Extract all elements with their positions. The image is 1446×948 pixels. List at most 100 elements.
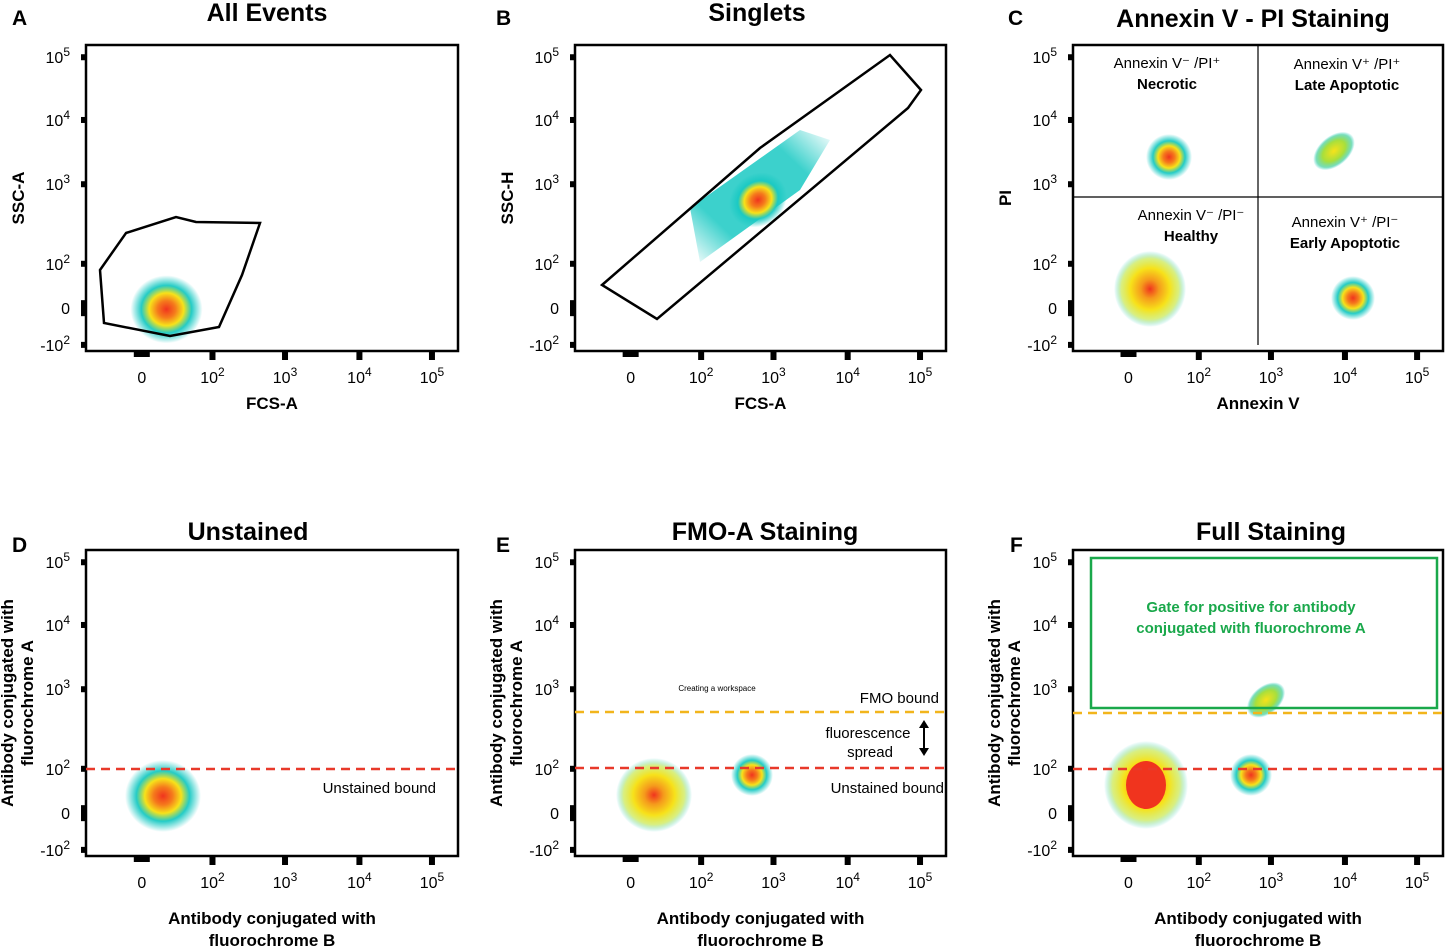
quadrant-label: Necrotic — [1137, 76, 1197, 93]
y-tick-label: 104 — [46, 108, 71, 130]
x-tick-mark — [844, 856, 851, 865]
y-tick-label: 105 — [535, 45, 560, 67]
y-tick-mark — [570, 260, 575, 267]
y-tick-label: 102 — [535, 252, 560, 274]
x-tick-mark — [356, 856, 363, 865]
x-tick-label: 0 — [137, 875, 146, 892]
y-tick-mark — [81, 765, 86, 772]
y-tick-label: 104 — [1033, 108, 1058, 130]
cell-population — [125, 760, 201, 832]
x-tick-label: 102 — [200, 870, 225, 892]
y-tick-label: 103 — [46, 172, 71, 194]
y-tick-label: 104 — [46, 613, 71, 635]
y-tick-mark — [1068, 341, 1073, 348]
x-tick-label: 0 — [1124, 370, 1133, 387]
x-tick-mark — [1341, 351, 1348, 360]
x-axis-label: FCS-A — [735, 394, 787, 413]
y-tick-label: -102 — [40, 333, 70, 355]
y-tick-label: 105 — [1033, 550, 1058, 572]
x-axis-label: fluorochrome B — [697, 931, 824, 948]
cell-population — [130, 275, 203, 344]
y-tick-label: 105 — [46, 550, 71, 572]
x-tick-mark — [1414, 856, 1421, 865]
y-tick-mark — [570, 621, 575, 628]
x-tick-mark — [133, 351, 150, 357]
x-tick-mark — [209, 856, 216, 865]
y-axis-label: fluorochrome A — [18, 640, 37, 766]
x-tick-mark — [1120, 856, 1137, 862]
panel-f: F Full Staining 105 104 103 102 0 -102 0 102 103 10… — [985, 518, 1445, 948]
x-axis-label: fluorochrome B — [209, 931, 336, 948]
plot-frame — [84, 43, 460, 353]
y-tick-mark — [1068, 765, 1073, 772]
cell-population-core — [1126, 761, 1166, 809]
y-tick-mark — [1068, 181, 1073, 188]
positive-gate-rect — [1089, 556, 1439, 710]
x-tick-label: 104 — [347, 365, 372, 387]
x-tick-label: 0 — [626, 370, 635, 387]
x-tick-mark — [282, 856, 289, 865]
y-tick-label: 0 — [550, 806, 559, 823]
y-tick-mark — [1068, 54, 1073, 61]
y-tick-label: 105 — [1033, 45, 1058, 67]
y-tick-label: 104 — [535, 108, 560, 130]
y-axis-label: fluorochrome A — [1005, 640, 1024, 766]
panel-letter: D — [12, 534, 27, 557]
y-tick-mark — [570, 559, 575, 566]
cell-population — [729, 172, 787, 228]
x-axis-label: Annexin V — [1216, 394, 1300, 413]
x-tick-mark — [356, 351, 363, 360]
y-tick-mark — [81, 181, 86, 188]
x-tick-mark — [917, 351, 924, 360]
y-tick-label: 102 — [46, 757, 71, 779]
cell-population-healthy — [1114, 251, 1186, 327]
y-axis-label: Antibody conjugated with — [487, 599, 506, 807]
fmo-bound-label: FMO bound — [860, 690, 939, 707]
y-tick-mark — [570, 686, 575, 693]
quadrant-label: Late Apoptotic — [1295, 77, 1399, 94]
x-axis-label: Antibody conjugated with — [657, 909, 865, 928]
x-tick-label: 103 — [761, 870, 786, 892]
y-axis-label: fluorochrome A — [507, 640, 526, 766]
x-tick-label: 102 — [1187, 870, 1212, 892]
x-tick-mark — [1341, 856, 1348, 865]
y-tick-label: 0 — [61, 806, 70, 823]
plot-frame — [573, 548, 948, 858]
x-tick-mark — [844, 351, 851, 360]
quadrant-label: Annexin V⁺ /PI⁺ — [1294, 56, 1401, 73]
x-tick-label: 103 — [273, 365, 298, 387]
y-tick-mark — [1068, 300, 1073, 317]
cell-population-a-positive — [1246, 682, 1286, 718]
x-tick-label: 105 — [908, 870, 933, 892]
y-tick-label: 104 — [535, 613, 560, 635]
y-axis-label: PI — [996, 190, 1015, 206]
y-tick-mark — [570, 765, 575, 772]
y-tick-label: 105 — [46, 45, 71, 67]
y-tick-mark — [81, 260, 86, 267]
x-tick-mark — [209, 351, 216, 360]
x-tick-label: 104 — [1333, 365, 1358, 387]
spread-arrow-head-up — [919, 720, 929, 728]
x-tick-label: 0 — [137, 370, 146, 387]
x-tick-label: 0 — [626, 875, 635, 892]
x-tick-label: 104 — [1333, 870, 1358, 892]
y-tick-mark — [1068, 260, 1073, 267]
y-tick-mark — [81, 54, 86, 61]
panel-title: All Events — [207, 0, 328, 27]
y-tick-mark — [570, 846, 575, 853]
quadrant-label: Annexin V⁻ /PI⁻ — [1138, 207, 1245, 224]
x-tick-mark — [770, 351, 777, 360]
panel-letter: C — [1008, 7, 1023, 30]
y-tick-label: 0 — [1048, 301, 1057, 318]
panel-letter: E — [496, 534, 510, 557]
y-tick-mark — [81, 686, 86, 693]
quadrant-label: Early Apoptotic — [1290, 235, 1400, 252]
y-tick-label: 102 — [46, 252, 71, 274]
y-tick-label: 0 — [61, 301, 70, 318]
x-tick-mark — [428, 351, 435, 360]
cell-population-negative — [616, 758, 692, 832]
cell-population-b-positive — [1230, 754, 1272, 796]
y-tick-label: -102 — [1027, 838, 1057, 860]
y-tick-mark — [81, 341, 86, 348]
unstained-bound-label: Unstained bound — [323, 780, 436, 797]
